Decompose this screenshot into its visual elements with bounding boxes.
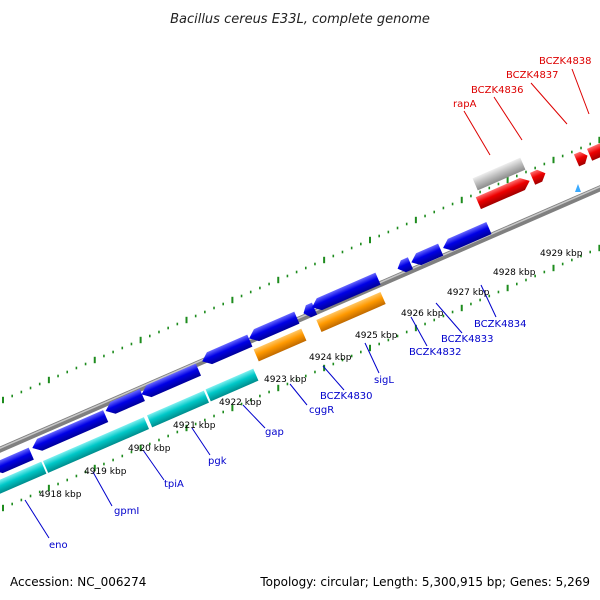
gene-label-gpmI[interactable]: gpmI — [114, 506, 139, 517]
leader-gap — [242, 404, 266, 429]
gene-blue-9[interactable] — [395, 257, 414, 275]
gene-label-BCZK4838[interactable]: BCZK4838 — [539, 56, 592, 67]
gene-label-pgk[interactable]: pgk — [208, 456, 227, 467]
gene-blue-7[interactable] — [301, 302, 318, 320]
tick-label-4926: 4926 kbp — [401, 309, 444, 319]
leader-BCZK4830 — [322, 365, 345, 391]
tick-label-4925: 4925 kbp — [355, 331, 398, 341]
gene-red-1[interactable] — [475, 175, 533, 210]
tick-label-4924: 4924 kbp — [309, 353, 352, 363]
gene-label-BCZK4830[interactable]: BCZK4830 — [320, 391, 373, 402]
gene-cyan-3[interactable] — [146, 390, 210, 428]
tick-label-4922: 4922 kbp — [219, 398, 262, 408]
topology-text: Topology: circular; Length: 5,300,915 bp… — [260, 575, 590, 589]
leader-gpmI — [92, 471, 113, 507]
leader-sigL — [364, 342, 380, 374]
genome-backbone — [0, 185, 600, 453]
gene-red-2[interactable] — [529, 167, 548, 185]
leader-BCZK4838 — [571, 68, 590, 115]
tick-label-4927: 4927 kbp — [447, 288, 490, 298]
gene-label-eno[interactable]: eno — [49, 540, 68, 551]
gene-blue-6[interactable] — [247, 311, 300, 345]
gene-blue-10[interactable] — [409, 243, 444, 269]
gene-red-3[interactable] — [573, 150, 590, 167]
tick-label-4928: 4928 kbp — [493, 268, 536, 278]
tick-label-4920: 4920 kbp — [128, 444, 171, 454]
genome-backbone-highlight — [0, 186, 600, 449]
tick-label-4919: 4919 kbp — [84, 467, 127, 477]
leader-BCZK4837 — [530, 82, 568, 125]
leader-BCZK4832 — [410, 316, 428, 347]
gene-label-cggR[interactable]: cggR — [309, 405, 334, 416]
leader-cggR — [289, 383, 308, 406]
gene-orange-1[interactable] — [253, 328, 307, 362]
gene-cyan-1[interactable] — [0, 461, 47, 495]
gene-label-BCZK4834[interactable]: BCZK4834 — [474, 319, 527, 330]
gene-blue-5[interactable] — [200, 334, 253, 368]
gene-orange-2[interactable] — [316, 292, 386, 332]
leader-rapA — [463, 110, 491, 156]
gene-label-BCZK4832[interactable]: BCZK4832 — [409, 347, 462, 358]
leader-BCZK4834 — [480, 284, 497, 318]
leader-pgk — [191, 427, 211, 456]
accession-text: Accession: NC_006274 — [10, 575, 147, 589]
tick-label-4929: 4929 kbp — [540, 249, 583, 259]
tick-marks-lower — [2, 244, 600, 512]
gene-blue-3[interactable] — [103, 389, 145, 417]
tick-marks-upper — [2, 136, 600, 404]
gene-blue-1[interactable] — [0, 447, 34, 477]
leader-eno — [24, 499, 50, 539]
gene-blue-2[interactable] — [30, 410, 109, 454]
leader-tpiA — [142, 449, 165, 481]
gene-red-4[interactable] — [586, 143, 600, 161]
gene-label-gap[interactable]: gap — [265, 427, 284, 438]
gene-gray-1[interactable] — [472, 157, 526, 191]
gene-blue-8[interactable] — [309, 272, 381, 314]
gene-cyan-4[interactable] — [205, 368, 259, 402]
gene-blue-4[interactable] — [139, 363, 202, 401]
label-leader-lines — [24, 68, 590, 539]
gene-label-BCZK4836[interactable]: BCZK4836 — [471, 85, 524, 96]
tick-label-4921: 4921 kbp — [173, 421, 216, 431]
feature-marker — [575, 184, 581, 192]
map-title: Bacillus cereus E33L, complete genome — [170, 12, 430, 27]
gene-label-BCZK4837[interactable]: BCZK4837 — [506, 70, 559, 81]
gene-label-rapA[interactable]: rapA — [453, 99, 477, 110]
gene-cyan-2[interactable] — [42, 417, 150, 473]
gene-label-sigL[interactable]: sigL — [374, 375, 394, 386]
gene-label-BCZK4833[interactable]: BCZK4833 — [441, 334, 494, 345]
leader-BCZK4833 — [435, 302, 463, 334]
tick-label-4923: 4923 kbp — [264, 375, 307, 385]
tick-label-4918: 4918 kbp — [39, 490, 82, 500]
gene-label-tpiA[interactable]: tpiA — [164, 479, 184, 490]
gene-blue-11[interactable] — [440, 222, 492, 254]
gene-features — [0, 143, 600, 495]
leader-BCZK4836 — [493, 96, 523, 141]
